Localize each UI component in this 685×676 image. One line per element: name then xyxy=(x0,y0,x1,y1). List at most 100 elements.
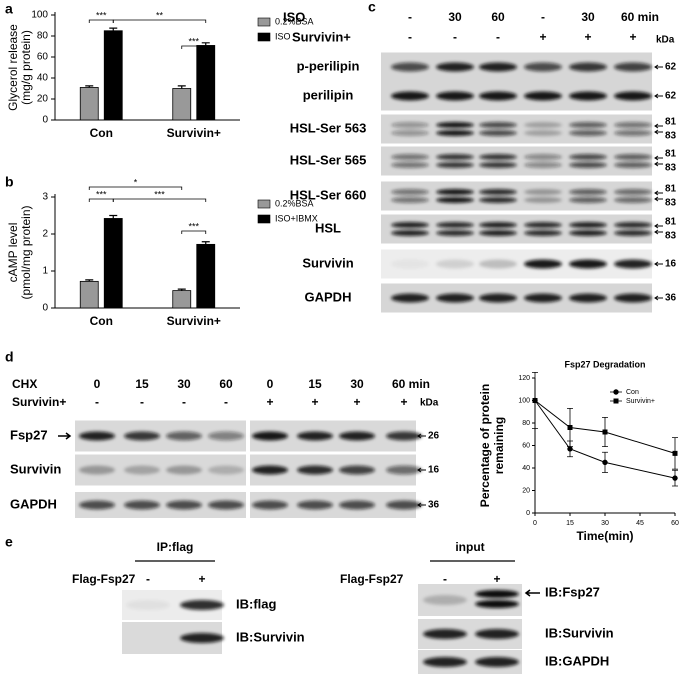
x-tick-label: Con xyxy=(90,126,113,140)
band xyxy=(436,162,474,168)
unit-label: kDa xyxy=(420,398,439,409)
marker-arrow xyxy=(654,161,663,167)
band xyxy=(479,222,517,228)
y-tick-label: 1 xyxy=(42,266,48,277)
x-tick-label: 45 xyxy=(636,520,644,527)
row-label: HSL-Ser 565 xyxy=(290,152,367,167)
row-label: IB:Fsp27 xyxy=(545,584,600,599)
lane-label: - xyxy=(453,30,457,44)
lane-label: - xyxy=(140,395,144,409)
bar xyxy=(103,30,123,121)
band xyxy=(436,62,474,72)
marker-arrow xyxy=(417,502,426,508)
band xyxy=(524,230,562,236)
band xyxy=(524,293,562,303)
lane-label: 0 xyxy=(94,377,101,391)
condition-label: ISO xyxy=(283,9,305,24)
legend-label: Con xyxy=(626,389,639,396)
band xyxy=(339,500,375,510)
bar xyxy=(172,290,192,309)
point xyxy=(602,429,608,435)
mw-marker: 16 xyxy=(428,465,440,476)
lane-label: + xyxy=(584,30,591,44)
error-bar xyxy=(85,85,94,88)
row-label: IB:Survivin xyxy=(545,625,614,640)
x-tick-label: 15 xyxy=(566,520,574,527)
band xyxy=(479,122,517,128)
band xyxy=(614,259,652,269)
band xyxy=(252,500,288,510)
lane-label: 0 xyxy=(267,377,274,391)
legend-label: 0.2%BSA xyxy=(275,198,314,208)
y-tick-label: 80 xyxy=(522,420,530,427)
y-tick-label: 100 xyxy=(31,10,48,21)
row-label: IB:Survivin xyxy=(236,629,305,644)
lane-label: + xyxy=(353,395,360,409)
band xyxy=(479,230,517,236)
lane-label: - xyxy=(224,395,228,409)
band xyxy=(475,600,519,608)
marker-arrow xyxy=(654,64,663,70)
band xyxy=(339,431,375,441)
band xyxy=(614,197,652,203)
band-arrow xyxy=(524,589,540,597)
mw-marker: 16 xyxy=(665,259,677,270)
band xyxy=(569,162,607,168)
band xyxy=(614,154,652,160)
band xyxy=(479,130,517,136)
y-tick-label: 40 xyxy=(37,73,49,84)
lane-label: + xyxy=(266,395,273,409)
band xyxy=(436,154,474,160)
band xyxy=(614,230,652,236)
band xyxy=(166,431,202,441)
series-line xyxy=(534,400,676,454)
band xyxy=(614,130,652,136)
row-label: perilipin xyxy=(303,87,354,102)
y-tick-label: 120 xyxy=(518,375,530,382)
lane-label: + xyxy=(629,30,636,44)
lane-label: - xyxy=(408,30,412,44)
x-tick-label: 0 xyxy=(533,520,537,527)
mw-marker: 83 xyxy=(665,131,677,142)
marker-arrow xyxy=(654,196,663,202)
x-tick-label: Con xyxy=(90,314,113,328)
lane-label: 15 xyxy=(135,377,149,391)
bar xyxy=(196,243,216,309)
band xyxy=(391,222,429,228)
significance-bracket xyxy=(181,45,207,49)
legend-label: Survivin+ xyxy=(626,398,655,405)
significance-label: *** xyxy=(96,10,107,20)
significance-label: *** xyxy=(96,189,107,199)
band xyxy=(475,629,519,639)
ip-title: input xyxy=(455,540,484,554)
row-label: GAPDH xyxy=(10,496,57,511)
y-axis-label: remaining xyxy=(492,417,506,474)
band xyxy=(124,465,160,475)
band xyxy=(569,259,607,269)
band xyxy=(391,259,429,269)
mw-marker: 62 xyxy=(665,62,677,73)
band xyxy=(479,189,517,195)
band xyxy=(569,230,607,236)
band xyxy=(436,91,474,101)
y-tick-label: 60 xyxy=(37,52,49,63)
band xyxy=(614,189,652,195)
band xyxy=(423,595,467,605)
mw-marker: 36 xyxy=(665,293,677,304)
band xyxy=(208,500,244,510)
mw-marker: 26 xyxy=(428,431,440,442)
band xyxy=(297,465,333,475)
mw-marker: 83 xyxy=(665,198,677,209)
y-tick-label: 40 xyxy=(522,465,530,472)
marker-arrow xyxy=(654,129,663,135)
y-tick-label: 80 xyxy=(37,31,49,42)
blot-strip xyxy=(381,146,652,176)
band xyxy=(479,197,517,203)
band xyxy=(475,590,519,598)
y-tick-label: 0 xyxy=(526,510,530,517)
band xyxy=(479,259,517,269)
band xyxy=(569,222,607,228)
lane-label: - xyxy=(408,10,412,24)
band xyxy=(614,162,652,168)
significance-bracket xyxy=(88,19,114,23)
